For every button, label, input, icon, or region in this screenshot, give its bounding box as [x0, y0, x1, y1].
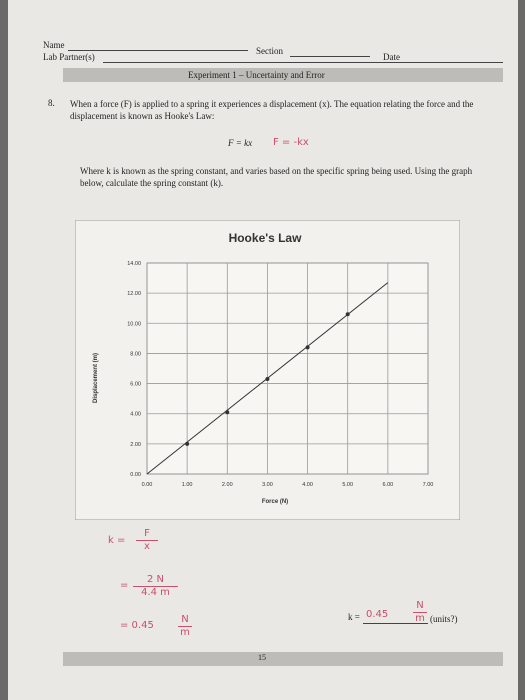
work-num-2: N: [178, 614, 192, 627]
x-tick-label: 6.00: [382, 482, 393, 488]
work-den-0: x: [144, 541, 150, 552]
plot-area: [146, 262, 429, 475]
date-label: Date: [383, 52, 400, 62]
experiment-bar: [63, 68, 503, 82]
page-number: 15: [258, 653, 266, 662]
y-tick-label: 0.00: [130, 472, 141, 478]
data-point: [265, 377, 270, 382]
y-tick-label: 6.00: [130, 382, 141, 388]
partners-label: Lab Partner(s): [43, 52, 95, 62]
scribble: F = -kx: [273, 137, 309, 148]
work-left-0: k =: [108, 535, 126, 546]
x-tick-label: 1.00: [182, 482, 193, 488]
answer-note: (units?): [430, 614, 458, 624]
y-tick-label: 4.00: [130, 412, 141, 418]
work-left-1: =: [120, 580, 129, 591]
chart-title: Hooke's Law: [229, 231, 303, 245]
answer-den: m: [415, 613, 425, 624]
x-axis-label: Force (N): [262, 499, 288, 505]
answer-label: k =: [348, 612, 360, 622]
y-axis-label: Displacement (m): [93, 353, 99, 403]
answer-line: [363, 623, 428, 624]
footer-bar: [63, 652, 503, 666]
data-point: [225, 410, 230, 415]
work-num-1: 2 N: [133, 574, 178, 587]
x-tick-label: 4.00: [302, 482, 313, 488]
work-num-0: F: [136, 528, 158, 541]
experiment-title: Experiment 1 – Uncertainty and Error: [188, 70, 325, 80]
data-point: [305, 345, 310, 350]
x-tick-label: 3.00: [262, 482, 273, 488]
y-tick-label: 12.00: [127, 291, 141, 297]
data-point: [185, 441, 190, 446]
chart: Hooke's Law Displacement (m) Force (N) 0…: [75, 220, 460, 520]
answer-num: N: [413, 600, 427, 613]
work-den-2: m: [180, 627, 190, 638]
date-line: [403, 62, 503, 63]
question-intro: When a force (F) is applied to a spring …: [70, 99, 474, 121]
y-tick-label: 2.00: [130, 442, 141, 448]
work-frac-1: 2 N 4.4 m: [133, 574, 178, 599]
question-number: 8.: [48, 98, 55, 108]
section-label: Section: [256, 46, 283, 56]
y-tick-label: 10.00: [127, 321, 141, 327]
question-text: Where k is known as the spring constant,…: [80, 166, 473, 188]
work-left-2: = 0.45: [120, 620, 154, 631]
section-line: [290, 56, 370, 57]
y-tick-label: 8.00: [130, 351, 141, 357]
equation: F = kx: [228, 138, 253, 148]
x-tick-label: 0.00: [142, 482, 153, 488]
x-tick-label: 2.00: [222, 482, 233, 488]
work-den-1: 4.4 m: [141, 587, 170, 598]
x-tick-label: 5.00: [342, 482, 353, 488]
x-tick-label: 7.00: [423, 482, 434, 488]
y-tick-label: 14.00: [127, 261, 141, 267]
name-label: Name: [43, 40, 65, 50]
data-point: [345, 312, 350, 317]
paper: Name Lab Partner(s) Section Date Experim…: [8, 0, 518, 700]
name-line: [68, 50, 248, 51]
answer-value: 0.45: [366, 609, 389, 620]
partner-line: [103, 62, 503, 63]
